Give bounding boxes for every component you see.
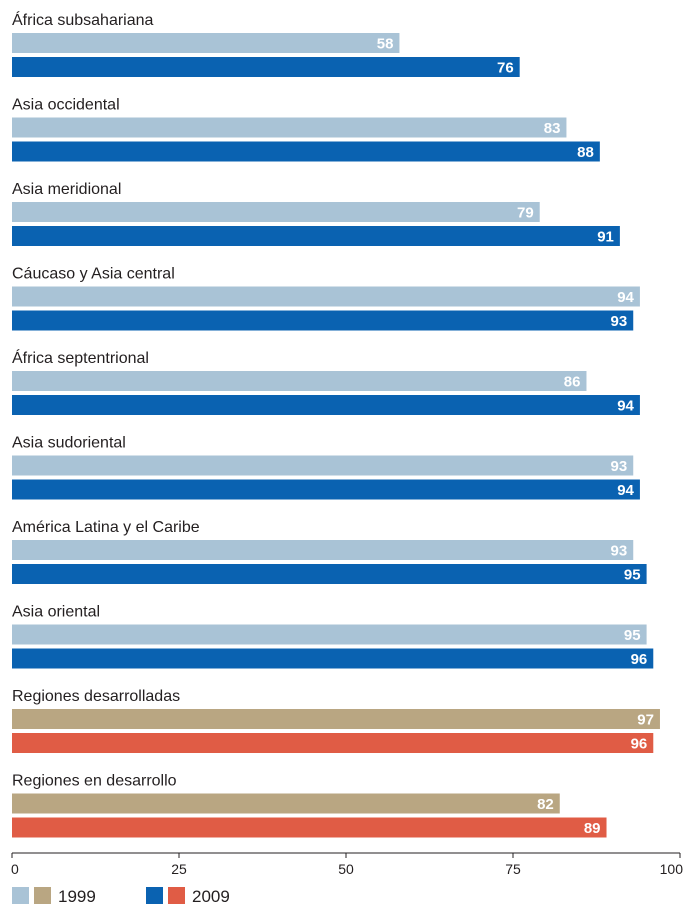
data-label: 93 bbox=[611, 543, 628, 560]
data-label: 83 bbox=[544, 120, 561, 137]
data-label: 76 bbox=[497, 60, 514, 77]
category-group: Asia meridional 79 91 bbox=[12, 181, 620, 246]
category-group: Asia occidental 83 88 bbox=[12, 97, 600, 162]
legend: 1999 2009 bbox=[12, 887, 230, 906]
x-tick-label: 100 bbox=[660, 861, 684, 877]
legend-swatch bbox=[34, 887, 51, 904]
bar-1999 bbox=[12, 117, 567, 138]
bar-2009 bbox=[12, 395, 640, 415]
bar-2009 bbox=[12, 479, 640, 500]
data-label: 88 bbox=[577, 144, 594, 161]
bar-1999 bbox=[12, 286, 640, 307]
data-label: 95 bbox=[624, 627, 641, 644]
x-tick-label: 75 bbox=[505, 861, 521, 877]
category-group: Regiones en desarrollo 82 89 bbox=[12, 773, 607, 838]
bar-2009 bbox=[12, 141, 600, 162]
category-group: Asia sudoriental 93 94 bbox=[12, 435, 640, 500]
bar-1999 bbox=[12, 371, 587, 391]
data-label: 93 bbox=[611, 313, 628, 330]
bar-2009 bbox=[12, 733, 654, 753]
category-label: Regiones en desarrollo bbox=[12, 773, 177, 790]
legend-label: 2009 bbox=[192, 887, 230, 906]
category-label: Asia oriental bbox=[12, 604, 100, 621]
category-label: Regiones desarrolladas bbox=[12, 688, 180, 705]
legend-swatch bbox=[168, 887, 185, 904]
bar-1999 bbox=[12, 793, 560, 814]
category-group: Cáucaso y Asia central 94 93 bbox=[12, 266, 640, 331]
data-label: 91 bbox=[597, 229, 614, 246]
x-tick-label: 25 bbox=[171, 861, 187, 877]
bar-2009 bbox=[12, 310, 634, 331]
bar-2009 bbox=[12, 564, 647, 584]
legend-swatch bbox=[12, 887, 29, 904]
bar-2009 bbox=[12, 57, 520, 77]
bar-2009 bbox=[12, 648, 654, 669]
data-label: 96 bbox=[631, 736, 648, 753]
data-label: 94 bbox=[617, 482, 634, 499]
legend-label: 1999 bbox=[58, 887, 96, 906]
data-label: 94 bbox=[617, 289, 634, 306]
category-label: Cáucaso y Asia central bbox=[12, 266, 175, 283]
bar-2009 bbox=[12, 226, 620, 246]
data-label: 86 bbox=[564, 374, 581, 391]
category-group: Regiones desarrolladas 97 96 bbox=[12, 688, 660, 753]
data-label: 79 bbox=[517, 205, 534, 222]
data-label: 58 bbox=[377, 36, 394, 53]
bar-1999 bbox=[12, 624, 647, 645]
category-group: América Latina y el Caribe 93 95 bbox=[12, 519, 647, 584]
bar-1999 bbox=[12, 455, 634, 476]
data-label: 93 bbox=[611, 458, 628, 475]
bar-2009 bbox=[12, 817, 607, 838]
category-label: América Latina y el Caribe bbox=[12, 519, 200, 536]
data-label: 96 bbox=[631, 651, 648, 668]
data-label: 97 bbox=[637, 712, 654, 729]
bar-1999 bbox=[12, 202, 540, 222]
data-label: 82 bbox=[537, 796, 554, 813]
category-group: África septentrional 86 94 bbox=[12, 348, 640, 415]
data-label: 94 bbox=[617, 398, 634, 415]
legend-swatch bbox=[146, 887, 163, 904]
category-group: Asia oriental 95 96 bbox=[12, 604, 654, 669]
data-label: 89 bbox=[584, 820, 601, 837]
category-label: Asia sudoriental bbox=[12, 435, 126, 452]
category-label: Asia meridional bbox=[12, 181, 121, 198]
x-tick-label: 50 bbox=[338, 861, 354, 877]
x-tick-label: 0 bbox=[11, 861, 19, 877]
category-group: África subsahariana 58 76 bbox=[12, 10, 520, 77]
category-label: Asia occidental bbox=[12, 97, 120, 114]
data-label: 95 bbox=[624, 567, 641, 584]
bar-1999 bbox=[12, 540, 634, 560]
bar-1999 bbox=[12, 709, 660, 729]
bar-1999 bbox=[12, 33, 400, 53]
category-label: África septentrional bbox=[12, 348, 149, 367]
category-label: África subsahariana bbox=[12, 10, 154, 29]
